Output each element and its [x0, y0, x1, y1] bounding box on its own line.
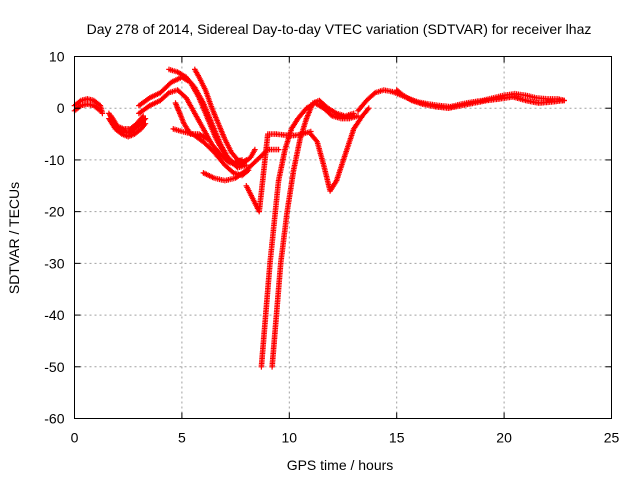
data-track — [108, 113, 146, 132]
data-point-markers — [136, 74, 245, 166]
data-track — [258, 100, 361, 370]
data-point-markers — [258, 100, 361, 370]
data-point-markers — [200, 146, 282, 184]
data-point-markers — [243, 128, 314, 215]
data-track — [393, 87, 567, 111]
data-point-markers — [108, 113, 146, 132]
y-tick-label: -10 — [44, 152, 64, 168]
data-point-markers — [308, 105, 372, 194]
data-track — [243, 128, 314, 215]
y-tick-label: -50 — [44, 359, 64, 375]
data-track — [170, 126, 252, 179]
x-tick-label: 15 — [389, 430, 405, 446]
data-track — [269, 97, 357, 370]
x-tick-label: 20 — [496, 430, 512, 446]
data-track — [136, 74, 245, 166]
y-tick-label: 0 — [57, 100, 65, 116]
y-axis-tick-labels: 10 0 -10 -20 -30 -40 -50 -60 — [44, 49, 64, 427]
data-point-markers — [172, 100, 211, 142]
y-axis-label: SDTVAR / TECUs — [6, 182, 22, 294]
y-tick-label: -40 — [44, 307, 64, 323]
data-point-markers — [170, 126, 252, 179]
y-tick-label: -20 — [44, 204, 64, 220]
data-track — [192, 66, 258, 166]
y-tick-label: 10 — [49, 49, 65, 65]
x-axis-tick-labels: 0 5 10 15 20 25 — [71, 430, 620, 446]
data-point-markers — [106, 115, 149, 140]
x-axis-label: GPS time / hours — [287, 457, 394, 473]
data-point-markers — [166, 66, 250, 171]
data-track — [172, 100, 211, 142]
plot-frame — [74, 56, 612, 419]
x-tick-label: 0 — [71, 430, 79, 446]
data-track — [308, 105, 372, 194]
data-track — [106, 115, 149, 140]
grid-lines — [74, 56, 612, 419]
data-point-markers — [269, 97, 357, 370]
data-point-markers — [192, 66, 258, 166]
y-tick-label: -30 — [44, 255, 64, 271]
x-tick-label: 10 — [282, 430, 298, 446]
data-series — [71, 66, 567, 370]
y-tick-label: -60 — [44, 411, 64, 427]
data-track — [200, 146, 282, 184]
chart-title: Day 278 of 2014, Sidereal Day-to-day VTE… — [87, 21, 592, 37]
x-tick-label: 25 — [604, 430, 620, 446]
data-track — [166, 66, 250, 171]
x-tick-label: 5 — [178, 430, 186, 446]
axis-ticks — [74, 56, 612, 419]
data-point-markers — [393, 87, 567, 111]
